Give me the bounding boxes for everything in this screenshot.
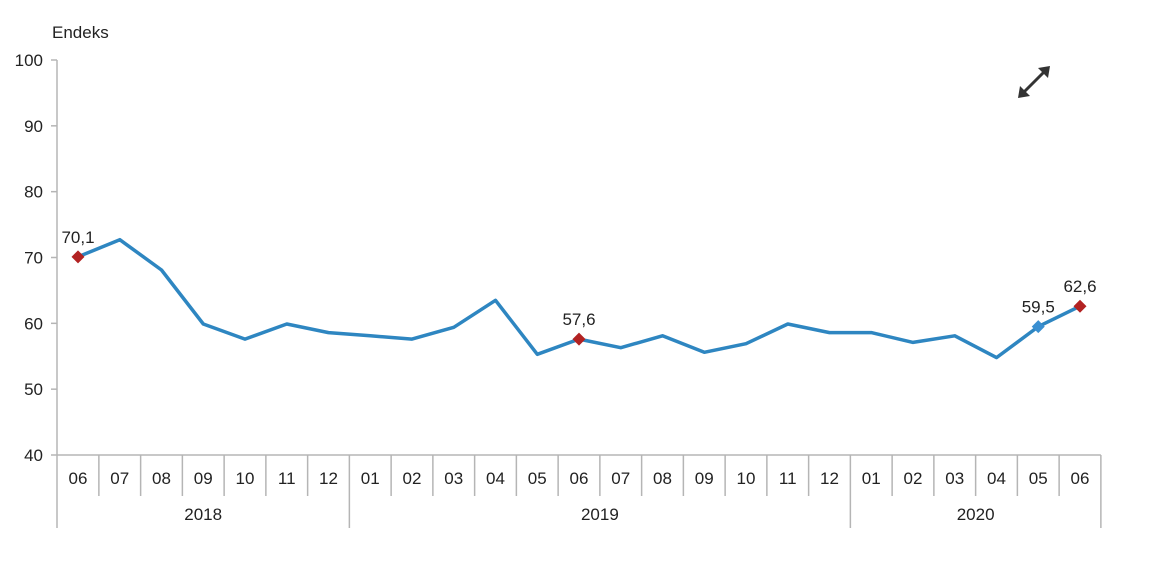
y-tick-label: 40 bbox=[24, 446, 43, 465]
data-label: 62,6 bbox=[1063, 277, 1096, 296]
x-tick-label: 09 bbox=[194, 469, 213, 488]
x-tick-label: 06 bbox=[570, 469, 589, 488]
x-tick-label: 10 bbox=[236, 469, 255, 488]
x-tick-label: 04 bbox=[987, 469, 1006, 488]
x-tick-label: 06 bbox=[69, 469, 88, 488]
y-tick-label: 70 bbox=[24, 249, 43, 268]
x-year-label: 2018 bbox=[184, 505, 222, 524]
x-tick-label: 01 bbox=[361, 469, 380, 488]
x-tick-label: 05 bbox=[1029, 469, 1048, 488]
x-tick-label: 08 bbox=[653, 469, 672, 488]
y-tick-label: 90 bbox=[24, 117, 43, 136]
x-tick-label: 07 bbox=[611, 469, 630, 488]
x-tick-label: 04 bbox=[486, 469, 505, 488]
x-year-label: 2020 bbox=[957, 505, 995, 524]
x-tick-label: 03 bbox=[945, 469, 964, 488]
chart-series bbox=[71, 237, 1087, 360]
data-label: 70,1 bbox=[61, 228, 94, 247]
x-tick-label: 10 bbox=[737, 469, 756, 488]
data-label: 59,5 bbox=[1022, 298, 1055, 317]
y-tick-label: 60 bbox=[24, 314, 43, 333]
x-tick-label: 12 bbox=[319, 469, 338, 488]
data-point-marker bbox=[572, 332, 586, 346]
y-axis-title: Endeks bbox=[52, 23, 109, 42]
y-tick-label: 50 bbox=[24, 380, 43, 399]
x-tick-label: 02 bbox=[904, 469, 923, 488]
x-year-label: 2019 bbox=[581, 505, 619, 524]
data-point-marker bbox=[1073, 299, 1087, 313]
y-tick-label: 100 bbox=[15, 51, 43, 70]
x-tick-label: 12 bbox=[820, 469, 839, 488]
chart-axes: 40 50 60 70 80 90 100 Endeks 06 07 08 09 10 11 12 01 02 0… bbox=[15, 23, 1102, 528]
x-tick-label: 09 bbox=[695, 469, 714, 488]
x-tick-label: 08 bbox=[152, 469, 171, 488]
x-tick-label: 11 bbox=[779, 469, 797, 488]
y-tick-label: 80 bbox=[24, 183, 43, 202]
x-tick-label: 11 bbox=[278, 469, 296, 488]
x-tick-label: 07 bbox=[110, 469, 129, 488]
x-tick-label: 02 bbox=[403, 469, 422, 488]
x-tick-label: 03 bbox=[444, 469, 463, 488]
x-tick-label: 01 bbox=[862, 469, 881, 488]
x-tick-label: 05 bbox=[528, 469, 547, 488]
data-label: 57,6 bbox=[562, 310, 595, 329]
x-tick-label: 06 bbox=[1071, 469, 1090, 488]
data-point-marker bbox=[1031, 320, 1045, 334]
chart-labels: 70,1 57,6 59,5 62,6 bbox=[61, 228, 1096, 329]
expand-icon[interactable] bbox=[1018, 66, 1050, 98]
data-point-marker bbox=[71, 250, 85, 264]
